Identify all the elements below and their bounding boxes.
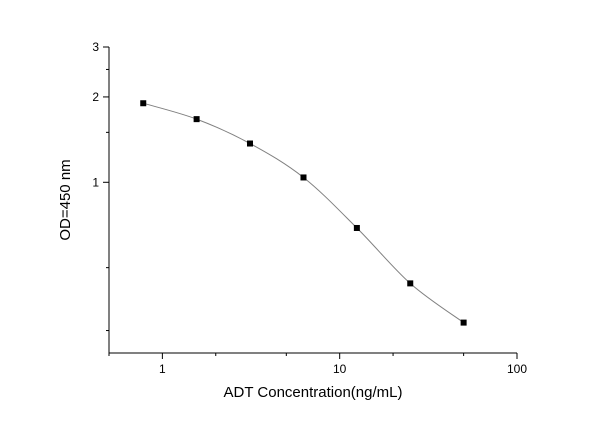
x-tick-label: 1 — [159, 362, 166, 376]
data-point — [353, 224, 360, 231]
data-point — [407, 280, 414, 287]
y-tick-label: 1 — [92, 175, 99, 189]
y-tick-label: 2 — [92, 90, 99, 104]
x-axis-label: ADT Concentration(ng/mL) — [224, 384, 403, 401]
data-point — [246, 140, 253, 147]
axis-ticks — [103, 46, 518, 359]
axis-tick-labels: 1 10 100 1 2 3 — [92, 40, 527, 376]
x-tick-label: 10 — [333, 362, 347, 376]
data-point — [193, 116, 200, 123]
data-point — [140, 100, 147, 107]
y-tick-label: 3 — [92, 40, 99, 54]
y-axis-label: OD=450 nm — [57, 159, 74, 240]
data-points — [140, 100, 467, 326]
data-point — [460, 319, 467, 326]
x-tick-label: 100 — [507, 362, 527, 376]
fit-curve — [143, 102, 464, 324]
data-point — [300, 174, 307, 181]
